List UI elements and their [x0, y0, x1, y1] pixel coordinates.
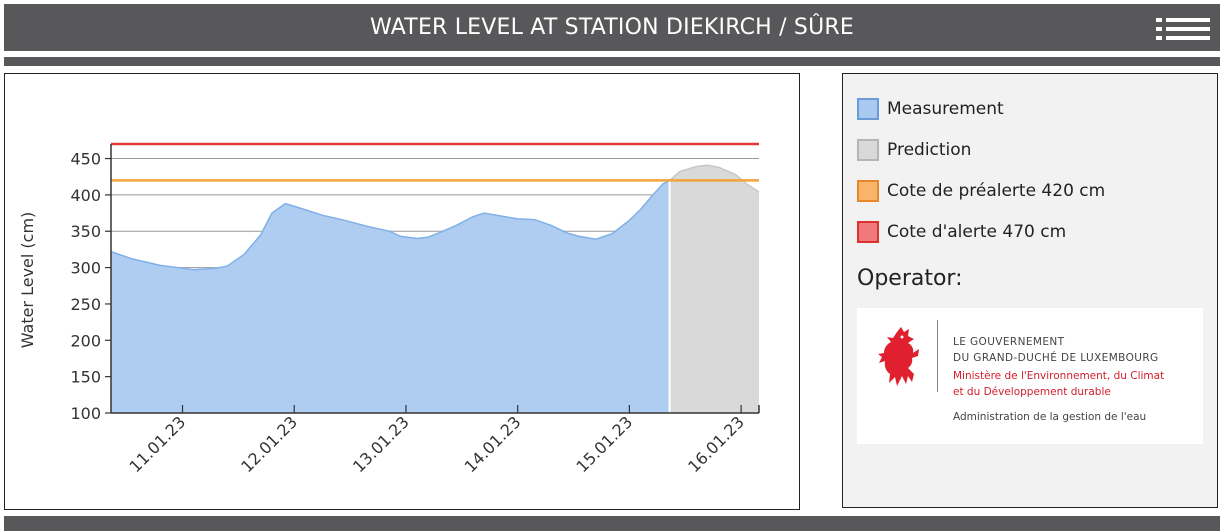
y-tick-label: 150	[70, 368, 101, 387]
prediction-swatch	[857, 139, 879, 161]
app-header: WATER LEVEL AT STATION DIEKIRCH / SÛRE	[4, 4, 1220, 51]
prediction-area	[669, 165, 759, 413]
legend-item-prealert[interactable]: Cote de préalerte 420 cm	[857, 180, 1105, 202]
measurement-line	[110, 179, 670, 271]
y-tick-label: 300	[70, 259, 101, 278]
red-lion-icon	[878, 327, 919, 386]
legend-label: Cote d'alerte 470 cm	[887, 222, 1067, 242]
logo-divider	[937, 320, 938, 392]
operator-heading: Operator:	[857, 266, 963, 291]
legend-panel: Measurement Prediction Cote de préalerte…	[842, 73, 1218, 508]
x-tick-label: 12.01.23	[237, 412, 301, 476]
x-tick-label: 11.01.23	[126, 412, 190, 476]
legend-item-measurement[interactable]: Measurement	[857, 98, 1004, 120]
y-tick-label: 200	[70, 331, 101, 350]
header-divider-strip	[4, 57, 1220, 66]
prediction-line	[669, 164, 760, 193]
legend-item-prediction[interactable]: Prediction	[857, 139, 971, 161]
operator-logo-card[interactable]: LE GOUVERNEMENT DU GRAND-DUCHÉ DE LUXEMB…	[857, 308, 1203, 444]
x-tick-label: 13.01.23	[349, 412, 413, 476]
x-tick-label: 14.01.23	[461, 412, 525, 476]
prealert-swatch	[857, 180, 879, 202]
water-level-chart: 100 150 200 250 300 350 400 450 11.01.23 12.01.23…	[18, 142, 760, 476]
legend-label: Measurement	[887, 99, 1004, 119]
y-axis-label: Water Level (cm)	[18, 212, 37, 349]
page-title: WATER LEVEL AT STATION DIEKIRCH / SÛRE	[370, 15, 854, 40]
y-tick-label: 400	[70, 186, 101, 205]
ministry-line-2: et du Développement durable	[953, 386, 1111, 398]
legend-label: Prediction	[887, 140, 972, 160]
measurement-area	[111, 180, 670, 413]
legend-item-alert[interactable]: Cote d'alerte 470 cm	[857, 221, 1066, 243]
y-tick-label: 100	[70, 404, 101, 423]
measurement-swatch	[857, 98, 879, 120]
government-line-1: LE GOUVERNEMENT	[953, 336, 1065, 348]
government-line-2: DU GRAND-DUCHÉ DE LUXEMBOURG	[953, 352, 1159, 364]
ministry-line-1: Ministère de l'Environnement, du Climat	[953, 370, 1165, 382]
y-tick-label: 350	[70, 222, 101, 241]
list-menu-icon[interactable]	[1156, 16, 1210, 42]
administration-name: Administration de la gestion de l'eau	[953, 411, 1147, 423]
alert-swatch	[857, 221, 879, 243]
chart-panel: 100 150 200 250 300 350 400 450 11.01.23 12.01.23…	[4, 73, 800, 510]
x-tick-label: 15.01.23	[572, 412, 636, 476]
footer-strip	[4, 516, 1220, 531]
y-tick-label: 450	[70, 150, 101, 169]
x-tick-label: 16.01.23	[684, 412, 748, 476]
y-tick-label: 250	[70, 295, 101, 314]
legend-label: Cote de préalerte 420 cm	[887, 181, 1106, 201]
